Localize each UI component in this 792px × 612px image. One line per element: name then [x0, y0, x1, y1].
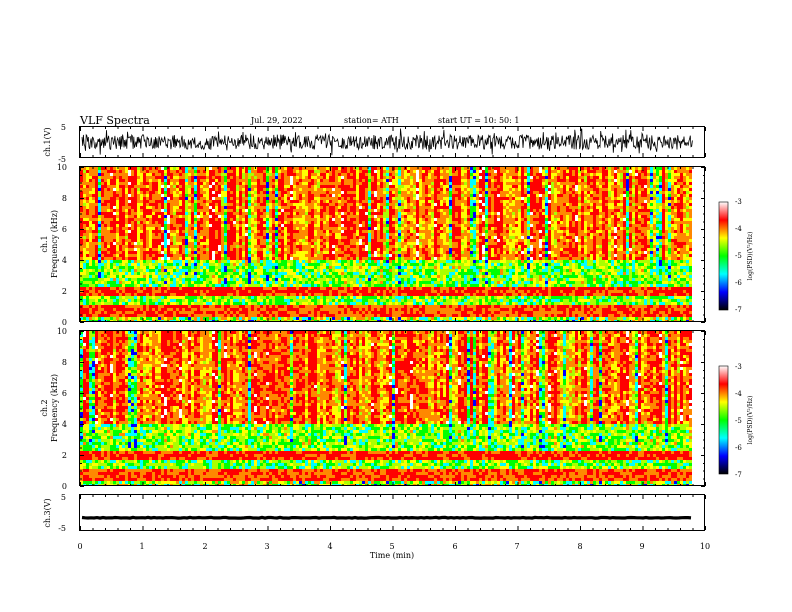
ch2-spectrogram-panel: 10 8 6 4 2 0 ch.2 Frequency (kHz): [40, 327, 705, 491]
colorbar-ch2-tick-m6: -6: [735, 444, 742, 452]
ch1-spec-ylabel-frequency: Frequency (kHz): [50, 210, 59, 278]
ch1-waveform-line: [81, 128, 693, 156]
x-axis: 0 1 2 3 4 5 6 7 8 9 10 Time (min): [77, 542, 710, 560]
ch2-spectrogram-frame: [79, 330, 705, 486]
colorbar-ch1-gradient: [718, 201, 729, 311]
x-tick-label-3: 3: [264, 542, 269, 551]
colorbar-ch2-label: log(PSD)(V²/Hz): [747, 396, 754, 445]
x-tick-label-7: 7: [514, 542, 519, 551]
axis-ticks: [80, 127, 706, 530]
x-tick-label-0: 0: [77, 542, 82, 551]
x-axis-label: Time (min): [370, 551, 414, 560]
colorbar-ch1-tick-m3: -3: [735, 198, 742, 206]
ch2-freq-tick-10: 10: [57, 327, 67, 336]
figure-title: VLF Spectra: [79, 114, 150, 127]
colorbar-ch1-tick-m6: -6: [735, 279, 742, 287]
ch3-waveform-frame: [79, 494, 705, 531]
colorbar-ch2-gradient: [718, 365, 729, 475]
date-label: Jul. 29, 2022: [250, 116, 303, 125]
ch1-freq-tick-2: 2: [62, 287, 67, 296]
x-tick-label-5: 5: [389, 542, 394, 551]
x-tick-label-4: 4: [327, 542, 332, 551]
colorbar-ch1-label: log(PSD)(V²/Hz): [747, 232, 754, 281]
colorbar-ch2: -3 -4 -5 -6 -7 log(PSD)(V²/Hz): [718, 363, 754, 479]
ch2-freq-tick-4: 4: [62, 420, 67, 429]
colorbar-ch2-tick-m3: -3: [735, 363, 742, 371]
ch1-freq-tick-8: 8: [62, 194, 67, 203]
ch1-waveform-panel: 5 -5 ch.1(V): [43, 123, 705, 164]
ch3-wave-ylabel: ch.3(V): [43, 498, 52, 527]
ch3-wave-tick-top: 5: [61, 493, 66, 502]
ch2-freq-tick-6: 6: [62, 389, 67, 398]
ch2-freq-tick-0: 0: [62, 482, 67, 491]
x-tick-label-9: 9: [639, 542, 644, 551]
ch3-waveform-line: [81, 515, 692, 520]
x-tick-label-2: 2: [202, 542, 207, 551]
ch1-wave-tick-bottom: -5: [58, 155, 66, 164]
ch2-spec-ylabel-channel: ch.2: [40, 399, 49, 416]
ch1-spec-ylabel-channel: ch.1: [40, 235, 49, 252]
ch2-spec-ylabel-frequency: Frequency (kHz): [50, 374, 59, 442]
colorbar-ch2-tick-m5: -5: [735, 417, 742, 425]
colorbar-ch2-tick-m4: -4: [735, 390, 742, 398]
x-tick-label-6: 6: [452, 542, 457, 551]
ch1-spectrogram-image: [80, 167, 692, 322]
ch2-spectrogram-image: [80, 331, 692, 486]
ch1-freq-tick-4: 4: [62, 256, 67, 265]
ch3-wave-tick-bottom: -5: [58, 524, 66, 533]
ch1-freq-tick-6: 6: [62, 225, 67, 234]
ch1-wave-ylabel: ch.1(V): [43, 127, 52, 156]
ch3-waveform-panel: 5 -5 ch.3(V): [43, 493, 705, 533]
ch1-freq-tick-10: 10: [57, 163, 67, 172]
ch1-freq-tick-0: 0: [62, 318, 67, 327]
x-tick-label-1: 1: [139, 542, 144, 551]
ch1-wave-tick-top: 5: [61, 123, 66, 132]
x-tick-label-8: 8: [577, 542, 582, 551]
colorbar-ch2-tick-m7: -7: [735, 471, 742, 479]
colorbar-ch1: -3 -4 -5 -6 -7 log(PSD)(V²/Hz): [718, 198, 754, 314]
start-time-label: start UT = 10: 50: 1: [438, 116, 519, 125]
station-label: station= ATH: [344, 116, 399, 125]
colorbar-ch1-tick-m4: -4: [735, 225, 742, 233]
x-tick-label-10: 10: [700, 542, 710, 551]
colorbar-ch1-tick-m7: -7: [735, 306, 742, 314]
ch1-spectrogram-panel: 10 8 6 4 2 0 ch.1 Frequency (kHz): [40, 163, 705, 327]
ch2-freq-tick-8: 8: [62, 358, 67, 367]
ch2-freq-tick-2: 2: [62, 451, 67, 460]
ch1-waveform-frame: [79, 126, 705, 158]
colorbar-ch1-tick-m5: -5: [735, 252, 742, 260]
ch1-spectrogram-frame: [79, 166, 705, 322]
